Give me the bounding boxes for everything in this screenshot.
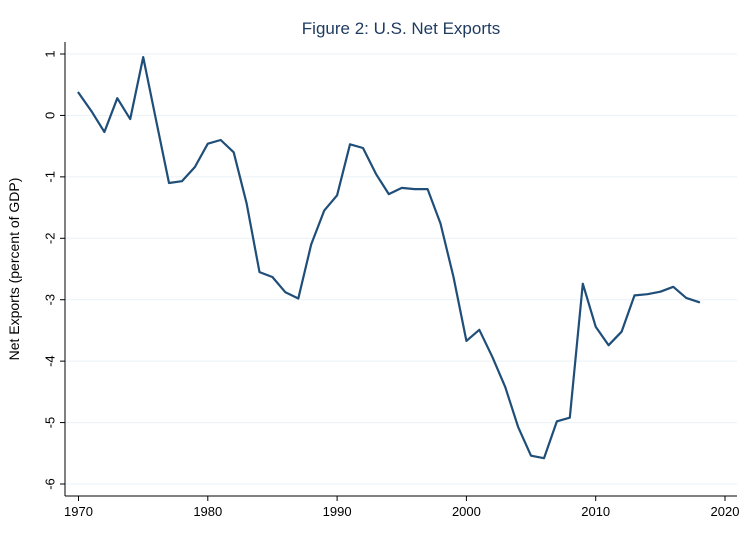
y-tick-label: -5: [43, 417, 58, 429]
y-axis-ticks: 1 0 -1 -2 -3 -4 -5 -6: [43, 50, 65, 490]
y-axis-title: Net Exports (percent of GDP): [6, 178, 22, 361]
x-axis-ticks: 1970 1980 1990 2000 2010 2020: [64, 496, 739, 519]
y-tick-label: -4: [43, 355, 58, 367]
y-tick-label: 0: [43, 112, 58, 119]
series-layer: [77, 55, 701, 460]
y-tick-label: -3: [43, 294, 58, 306]
x-tick-label: 1970: [64, 504, 93, 519]
y-tick-label: -1: [43, 171, 58, 183]
chart-title: Figure 2: U.S. Net Exports: [302, 19, 500, 38]
y-tick-label: -6: [43, 478, 58, 490]
x-tick-label: 2000: [452, 504, 481, 519]
x-tick-label: 1980: [193, 504, 222, 519]
axes: [64, 42, 737, 497]
gridlines: [65, 53, 737, 485]
y-tick-label: -2: [43, 233, 58, 245]
y-tick-label: 1: [43, 50, 58, 57]
x-tick-label: 2010: [581, 504, 610, 519]
x-tick-label: 2020: [711, 504, 740, 519]
net-exports-line: [77, 55, 701, 460]
x-tick-label: 1990: [323, 504, 352, 519]
